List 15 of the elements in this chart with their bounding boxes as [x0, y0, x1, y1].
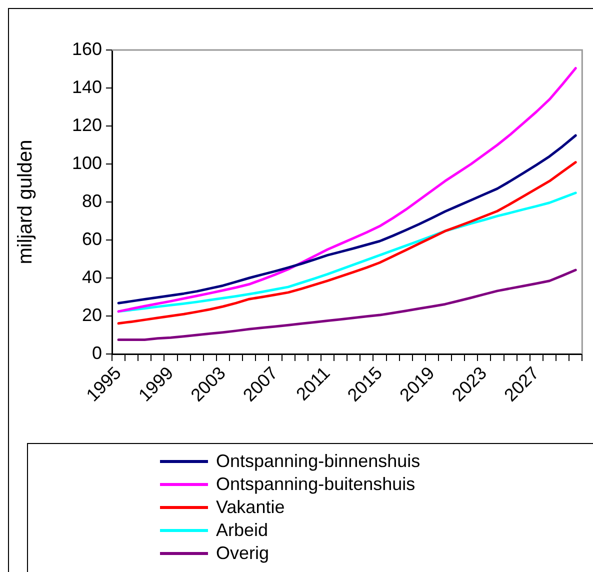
- y-tick-label: 100: [72, 152, 102, 173]
- y-tick-label: 0: [92, 342, 102, 363]
- legend-label: Ontspanning-buitenshuis: [216, 474, 416, 494]
- legend-label: Arbeid: [216, 520, 268, 540]
- y-axis-title: miljard gulden: [14, 140, 37, 264]
- y-tick-label: 140: [72, 76, 102, 97]
- y-tick-label: 40: [82, 266, 102, 287]
- y-tick-label: 80: [82, 190, 102, 211]
- y-tick-label: 20: [82, 304, 102, 325]
- legend-label: Overig: [216, 542, 270, 564]
- legend-label: Vakantie: [216, 496, 285, 518]
- y-tick-label: 120: [72, 114, 102, 135]
- y-tick-label: 160: [72, 38, 102, 59]
- y-tick-label: 60: [82, 228, 102, 249]
- legend-label: Ontspanning-binnenshuis: [216, 450, 420, 472]
